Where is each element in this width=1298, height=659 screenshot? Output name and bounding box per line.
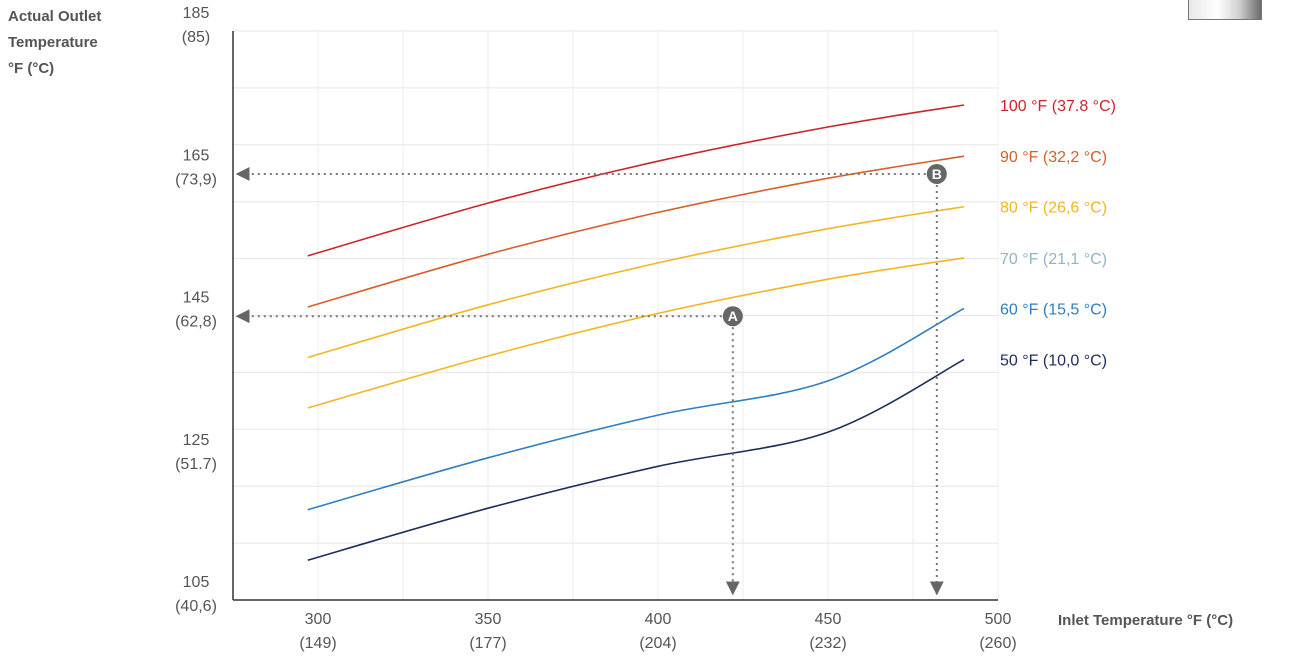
y-tick-sublabel: (85) bbox=[182, 29, 210, 46]
x-tick-label: 450 bbox=[815, 611, 842, 628]
y-tick-label: 185 bbox=[183, 5, 210, 22]
series-line-5 bbox=[307, 358, 965, 561]
y-tick-sublabel: (62,8) bbox=[175, 314, 217, 331]
series-label-0: 100 °F (37.8 °C) bbox=[1000, 98, 1116, 115]
x-tick-sublabel: (177) bbox=[469, 635, 506, 652]
annotation-marker-label: B bbox=[932, 166, 942, 182]
x-tick-sublabel: (232) bbox=[809, 635, 846, 652]
series-line-2 bbox=[307, 205, 965, 359]
series-label-2: 80 °F (26,6 °C) bbox=[1000, 200, 1107, 217]
series-label-1: 90 °F (32,2 °C) bbox=[1000, 149, 1107, 166]
series-label-3: 70 °F (21,1 °C) bbox=[1000, 251, 1107, 268]
series-label-4: 60 °F (15,5 °C) bbox=[1000, 301, 1107, 318]
y-tick-sublabel: (51.7) bbox=[175, 456, 217, 473]
x-tick-sublabel: (260) bbox=[979, 635, 1016, 652]
annotation-marker bbox=[926, 163, 947, 184]
y-tick-label: 145 bbox=[183, 290, 210, 307]
x-axis-label: Inlet Temperature °F (°C) bbox=[1058, 612, 1234, 629]
x-tick-sublabel: (149) bbox=[299, 635, 336, 652]
y-tick-label: 125 bbox=[183, 432, 210, 449]
y-axis-label-line-2: Temperature bbox=[8, 34, 98, 51]
annotation-marker-label: A bbox=[728, 308, 738, 324]
x-tick-sublabel: (204) bbox=[639, 635, 676, 652]
series-label-5: 50 °F (10,0 °C) bbox=[1000, 353, 1107, 370]
y-tick-label: 165 bbox=[183, 147, 210, 164]
series-line-3 bbox=[307, 257, 965, 409]
y-axis-label-line-3: °F (°C) bbox=[8, 60, 55, 77]
y-tick-label: 105 bbox=[183, 574, 210, 591]
annotation-marker bbox=[722, 306, 743, 327]
x-tick-label: 500 bbox=[985, 611, 1012, 628]
series-line-4 bbox=[307, 307, 965, 511]
x-tick-label: 400 bbox=[645, 611, 672, 628]
x-tick-label: 300 bbox=[305, 611, 332, 628]
series-line-1 bbox=[307, 155, 965, 308]
y-axis-label-line-1: Actual Outlet bbox=[8, 8, 102, 25]
y-tick-sublabel: (73,9) bbox=[175, 171, 217, 188]
x-tick-label: 350 bbox=[475, 611, 502, 628]
series-line-0 bbox=[307, 104, 965, 257]
y-tick-sublabel: (40,6) bbox=[175, 598, 217, 615]
corner-thumbnail bbox=[1188, 0, 1262, 20]
